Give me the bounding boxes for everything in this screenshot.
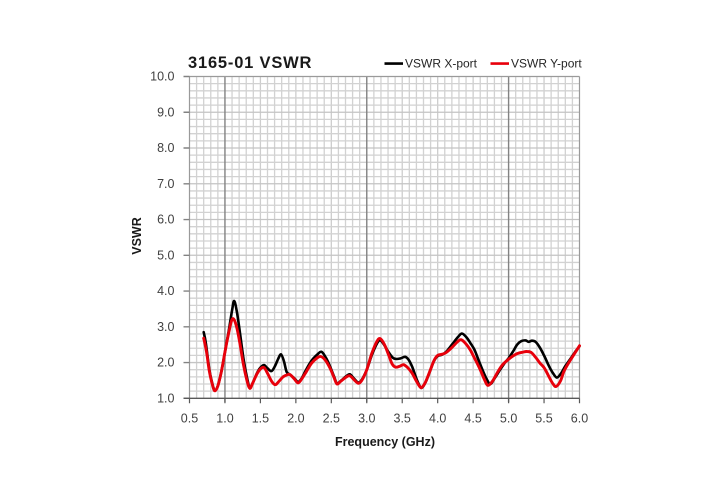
svg-text:2.0: 2.0: [157, 356, 174, 370]
svg-text:6.0: 6.0: [157, 213, 174, 227]
svg-text:VSWR X-port: VSWR X-port: [405, 57, 478, 71]
svg-text:1.0: 1.0: [157, 392, 174, 406]
svg-text:5.0: 5.0: [500, 412, 517, 426]
svg-text:8.0: 8.0: [157, 141, 174, 155]
svg-text:4.5: 4.5: [464, 412, 481, 426]
svg-text:10.0: 10.0: [150, 70, 174, 84]
svg-text:Frequency (GHz): Frequency (GHz): [335, 435, 435, 449]
svg-text:3165-01 VSWR: 3165-01 VSWR: [188, 54, 312, 72]
svg-text:3.5: 3.5: [394, 412, 411, 426]
svg-text:1.5: 1.5: [252, 412, 269, 426]
svg-text:4.0: 4.0: [157, 284, 174, 298]
svg-text:6.0: 6.0: [571, 412, 588, 426]
svg-text:1.0: 1.0: [216, 412, 233, 426]
svg-text:5.5: 5.5: [535, 412, 552, 426]
svg-text:9.0: 9.0: [157, 106, 174, 120]
svg-text:VSWR Y-port: VSWR Y-port: [511, 57, 582, 71]
svg-text:5.0: 5.0: [157, 249, 174, 263]
svg-text:2.0: 2.0: [287, 412, 304, 426]
svg-text:VSWR: VSWR: [130, 217, 144, 255]
svg-text:3.0: 3.0: [157, 320, 174, 334]
svg-text:2.5: 2.5: [323, 412, 340, 426]
svg-text:4.0: 4.0: [429, 412, 446, 426]
svg-text:3.0: 3.0: [358, 412, 375, 426]
svg-text:0.5: 0.5: [181, 412, 198, 426]
svg-text:7.0: 7.0: [157, 177, 174, 191]
